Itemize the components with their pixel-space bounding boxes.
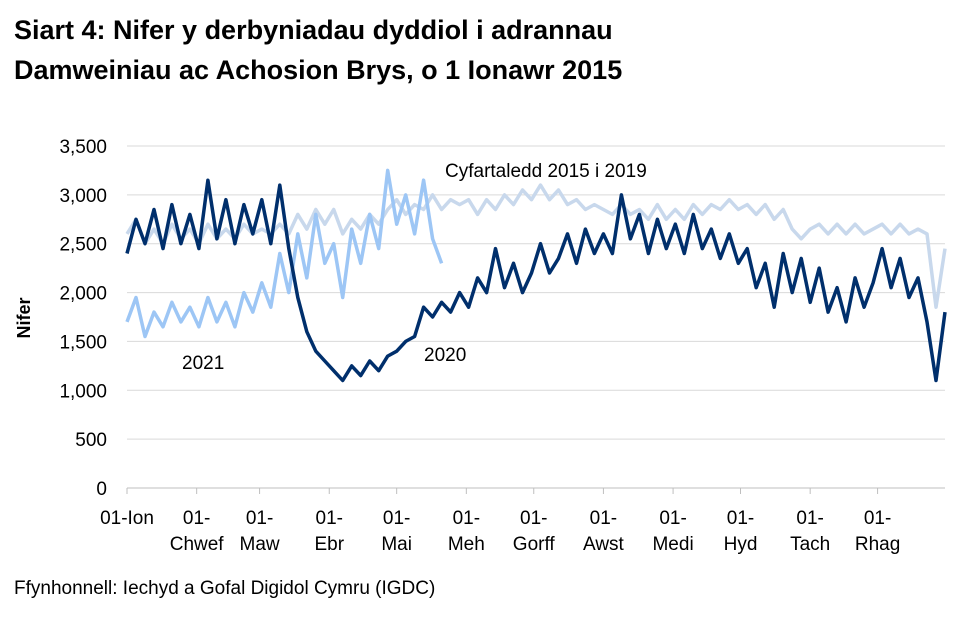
x-tick-label: 01- <box>659 508 686 529</box>
x-tick-label: 01- <box>796 508 823 529</box>
x-tick-label: 01- <box>520 508 547 529</box>
x-tick-label: Awst <box>583 534 625 555</box>
x-tick-label: Maw <box>240 534 280 555</box>
chart-title: Siart 4: Nifer y derbyniadau dyddiol i a… <box>14 10 622 90</box>
x-axis-ticks: 01-Ion 01- Chwef 01- Maw 01- Ebr 01- Mai 01- Meh 01… <box>100 488 900 555</box>
x-tick-label: 01- <box>453 508 480 529</box>
x-tick-label: Chwef <box>170 534 225 555</box>
x-tick-label: Rhag <box>855 534 900 555</box>
chart-title-line-2: Damweiniau ac Achosion Brys, o 1 Ionawr … <box>14 55 623 85</box>
x-tick-label: Medi <box>652 534 693 555</box>
x-tick-label: 01-Ion <box>100 508 154 529</box>
y-tick-label: 0 <box>96 479 107 500</box>
x-tick-label: 01- <box>246 508 273 529</box>
chart-title-line-1: Siart 4: Nifer y derbyniadau dyddiol i a… <box>14 15 613 45</box>
x-tick-label: 01- <box>183 508 210 529</box>
series-label-2021: 2021 <box>182 353 224 374</box>
y-axis-ticks: 0 500 1,000 1,500 2,000 2,500 3,000 3,500 <box>59 137 107 500</box>
series-label-average: Cyfartaledd 2015 i 2019 <box>445 161 647 182</box>
source-note: Ffynhonnell: Iechyd a Gofal Digidol Cymr… <box>14 578 436 599</box>
series-lines <box>125 168 947 383</box>
y-tick-label: 1,000 <box>59 381 107 402</box>
x-tick-label: Ebr <box>314 534 344 555</box>
y-axis-label: Nifer <box>14 297 34 338</box>
x-tick-label: Gorff <box>513 534 556 555</box>
x-tick-label: 01- <box>864 508 891 529</box>
y-tick-label: 1,500 <box>59 332 107 353</box>
x-tick-label: 01- <box>590 508 617 529</box>
series-line-2020 <box>125 178 947 383</box>
y-tick-label: 3,000 <box>59 186 107 207</box>
y-tick-label: 2,000 <box>59 284 107 305</box>
y-tick-label: 500 <box>75 430 107 451</box>
series-label-2020: 2020 <box>424 345 466 366</box>
y-tick-label: 3,500 <box>59 137 107 158</box>
x-tick-label: Meh <box>448 534 485 555</box>
series-line-cyfartaledd-2015-i-2019 <box>125 183 947 309</box>
x-tick-label: Mai <box>381 534 412 555</box>
x-tick-label: 01- <box>383 508 410 529</box>
x-tick-label: 01- <box>727 508 754 529</box>
x-tick-label: Tach <box>790 534 830 555</box>
gridlines <box>127 145 945 489</box>
x-tick-label: Hyd <box>724 534 758 555</box>
series-line-2021 <box>125 168 444 339</box>
x-tick-label: 01- <box>316 508 343 529</box>
y-tick-label: 2,500 <box>59 235 107 256</box>
